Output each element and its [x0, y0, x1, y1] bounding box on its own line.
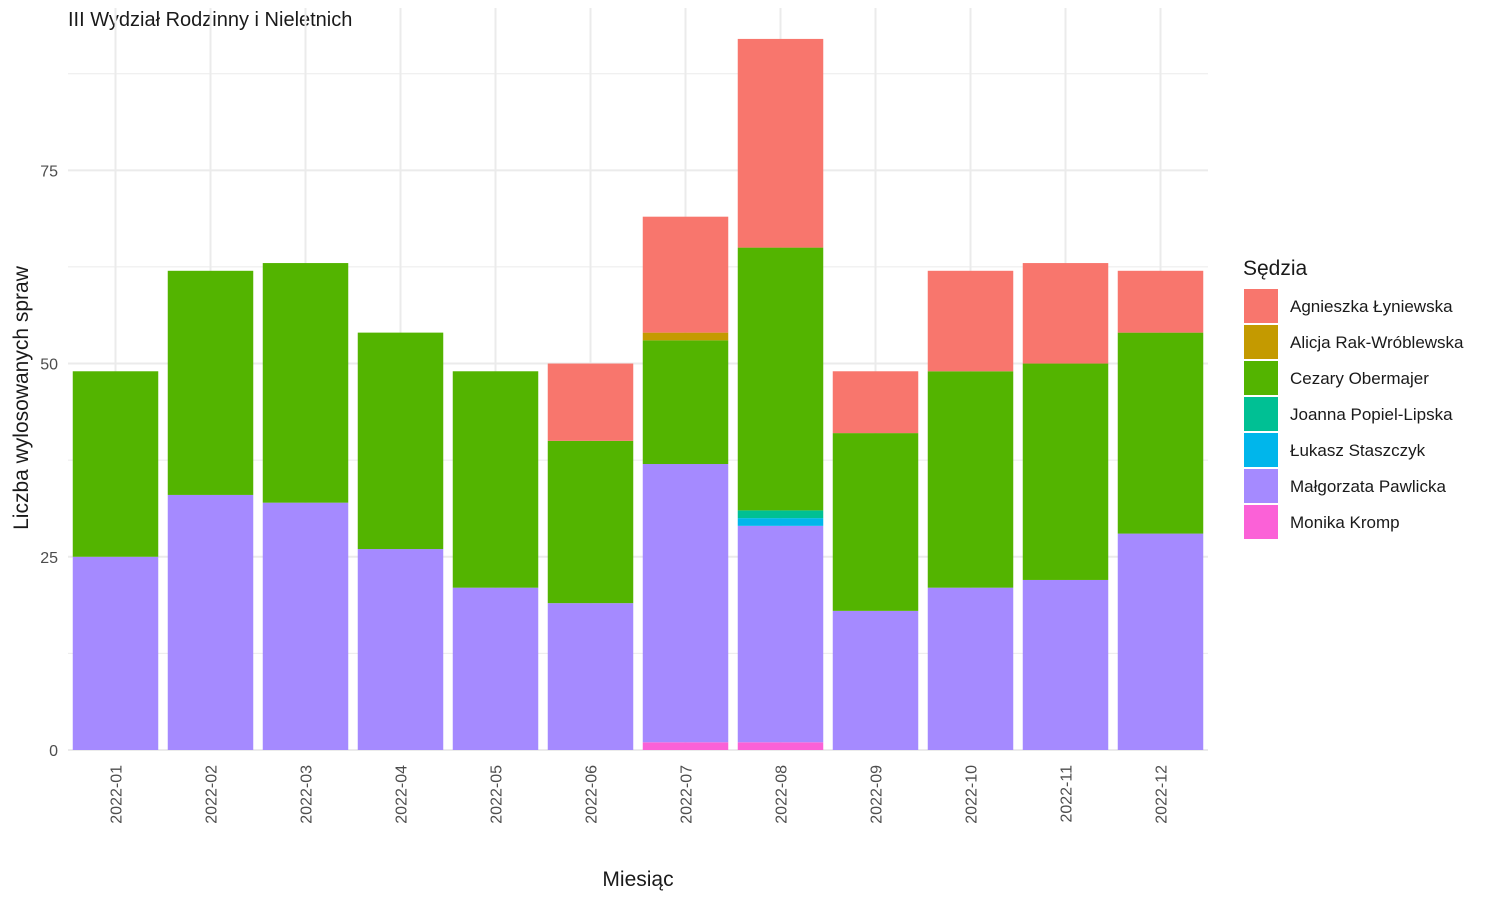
bar-segment: [262, 263, 349, 503]
x-axis-ticks: 2022-01 2022-02 2022-03 2022-04 2022-05 2022-…: [109, 765, 1171, 824]
x-tick-label: 2022-10: [964, 765, 981, 824]
bar-segment: [927, 371, 1014, 588]
legend-label: Łukasz Staszczyk: [1290, 441, 1426, 460]
legend-label: Alicja Rak-Wróblewska: [1290, 333, 1464, 352]
bar-segment: [642, 464, 729, 743]
x-tick-label: 2022-09: [869, 765, 886, 824]
y-axis-ticks: 0 25 50 75: [40, 163, 58, 760]
bar-segment: [642, 742, 729, 750]
legend-swatch: [1244, 469, 1278, 503]
bar-segment: [167, 494, 254, 750]
bar-segment: [737, 742, 824, 750]
x-tick-label: 2022-03: [299, 765, 316, 824]
y-tick-label: 50: [40, 357, 58, 374]
bar-segment: [72, 371, 159, 557]
bar-segment: [642, 340, 729, 465]
legend-label: Małgorzata Pawlicka: [1290, 477, 1446, 496]
legend-swatch: [1244, 505, 1278, 539]
bar-segment: [357, 332, 444, 550]
bar-segment: [452, 587, 539, 750]
bar-segment: [927, 587, 1014, 750]
bar-segment: [1117, 332, 1204, 534]
legend-swatch: [1244, 433, 1278, 467]
bar-segment: [927, 270, 1014, 372]
bar-segment: [547, 440, 634, 604]
legend-swatch: [1244, 325, 1278, 359]
x-tick-label: 2022-12: [1154, 765, 1171, 824]
bar-segment: [452, 371, 539, 588]
x-tick-label: 2022-07: [679, 765, 696, 824]
x-tick-label: 2022-04: [394, 765, 411, 824]
legend-swatch: [1244, 361, 1278, 395]
bar-segment: [547, 603, 634, 750]
legend: Sędzia Agnieszka Łyniewska Alicja Rak-Wró…: [1243, 257, 1464, 539]
bar-segment: [832, 371, 919, 434]
bar-segment: [832, 433, 919, 611]
legend-label: Monika Kromp: [1290, 513, 1400, 532]
y-axis-title: Liczba wylosowanych spraw: [10, 265, 33, 530]
y-tick-label: 0: [49, 743, 58, 760]
legend-label: Cezary Obermajer: [1290, 369, 1429, 388]
x-tick-label: 2022-02: [204, 765, 221, 824]
x-tick-label: 2022-01: [109, 765, 126, 824]
bar-segment: [167, 270, 254, 495]
bar-segment: [737, 38, 824, 248]
bar-segment: [737, 510, 824, 519]
y-tick-label: 25: [40, 550, 58, 567]
x-tick-label: 2022-06: [584, 765, 601, 824]
bar-segment: [1022, 579, 1109, 750]
bar-segment: [737, 518, 824, 526]
bar-segment: [1117, 270, 1204, 333]
bar-segment: [547, 363, 634, 441]
x-axis-title: Miesiąc: [602, 868, 673, 891]
bar-segment: [1022, 263, 1109, 364]
y-tick-label: 75: [40, 163, 58, 180]
x-tick-label: 2022-05: [489, 765, 506, 824]
legend-title: Sędzia: [1243, 257, 1308, 280]
bar-segment: [1117, 533, 1204, 750]
legend-label: Agnieszka Łyniewska: [1290, 297, 1453, 316]
x-tick-label: 2022-08: [774, 765, 791, 824]
bar-segment: [357, 549, 444, 750]
bar-segment: [832, 610, 919, 750]
legend-label: Joanna Popiel-Lipska: [1290, 405, 1453, 424]
bar-segment: [262, 502, 349, 750]
bars: [72, 38, 1204, 750]
legend-swatch: [1244, 397, 1278, 431]
bar-segment: [737, 525, 824, 743]
bar-segment: [1022, 363, 1109, 580]
legend-swatch: [1244, 289, 1278, 323]
bar-segment: [737, 247, 824, 511]
x-tick-label: 2022-11: [1059, 765, 1076, 823]
bar-segment: [72, 556, 159, 750]
bar-segment: [642, 332, 729, 341]
bar-segment: [642, 216, 729, 333]
